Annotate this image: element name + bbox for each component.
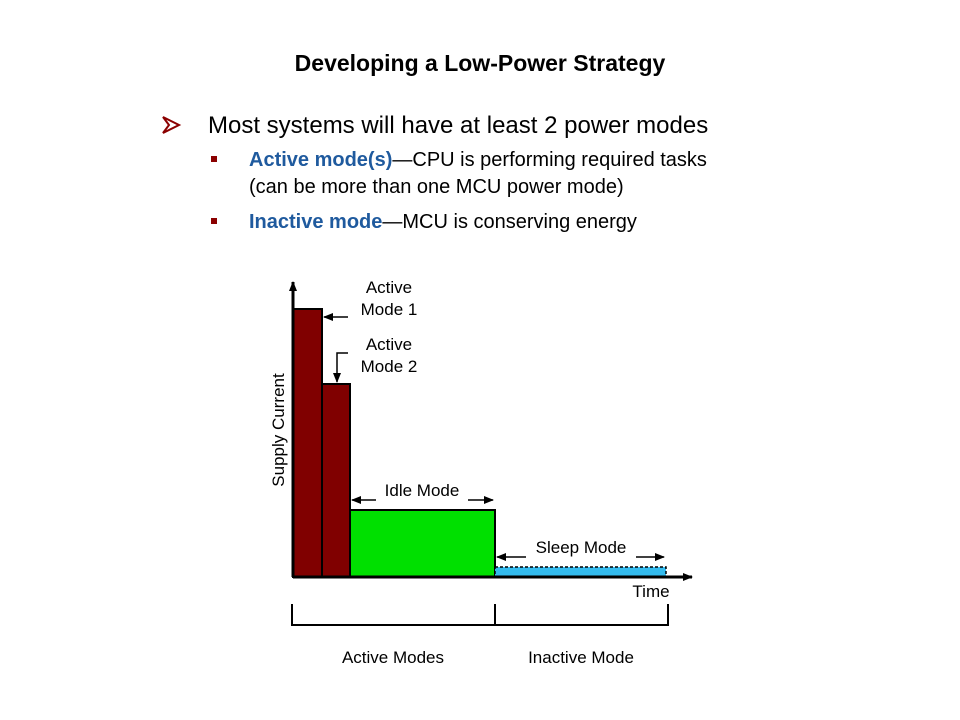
arrow-bullet-icon	[162, 116, 182, 134]
idle-mode-label: Idle Mode	[385, 481, 460, 500]
sleep-mode-label: Sleep Mode	[536, 538, 627, 557]
active-mode-2-label: Active Mode 2	[361, 335, 418, 376]
square-bullet-icon	[211, 218, 217, 224]
sub-bullet-text: —CPU is performing required tasks	[392, 149, 707, 171]
idle-mode-bar	[349, 509, 496, 578]
sub-bullet-text-line2: (can be more than one MCU power mode)	[249, 176, 624, 198]
square-bullet-icon	[211, 156, 217, 162]
sub-bullet-highlight: Inactive mode	[249, 211, 383, 233]
slide-title: Developing a Low-Power Strategy	[294, 50, 666, 76]
active-modes-bracket	[291, 604, 496, 626]
active-mode-1-label: Active Mode 1	[361, 278, 418, 319]
inactive-mode-group-label: Inactive Mode	[528, 648, 634, 667]
active-mode-2-bar	[321, 383, 351, 578]
active-mode-2-pointer	[333, 352, 348, 383]
sub-bullet-text: —MCU is conserving energy	[382, 211, 637, 233]
sub-bullet-highlight: Active mode(s)	[249, 149, 393, 171]
inactive-mode-bracket	[495, 604, 669, 626]
active-mode-1-bar	[292, 308, 323, 578]
y-axis-label: Supply Current	[269, 373, 288, 487]
x-axis-label: Time	[632, 582, 669, 601]
main-bullet-text: Most systems will have at least 2 power …	[208, 112, 709, 139]
active-modes-group-label: Active Modes	[342, 648, 444, 667]
